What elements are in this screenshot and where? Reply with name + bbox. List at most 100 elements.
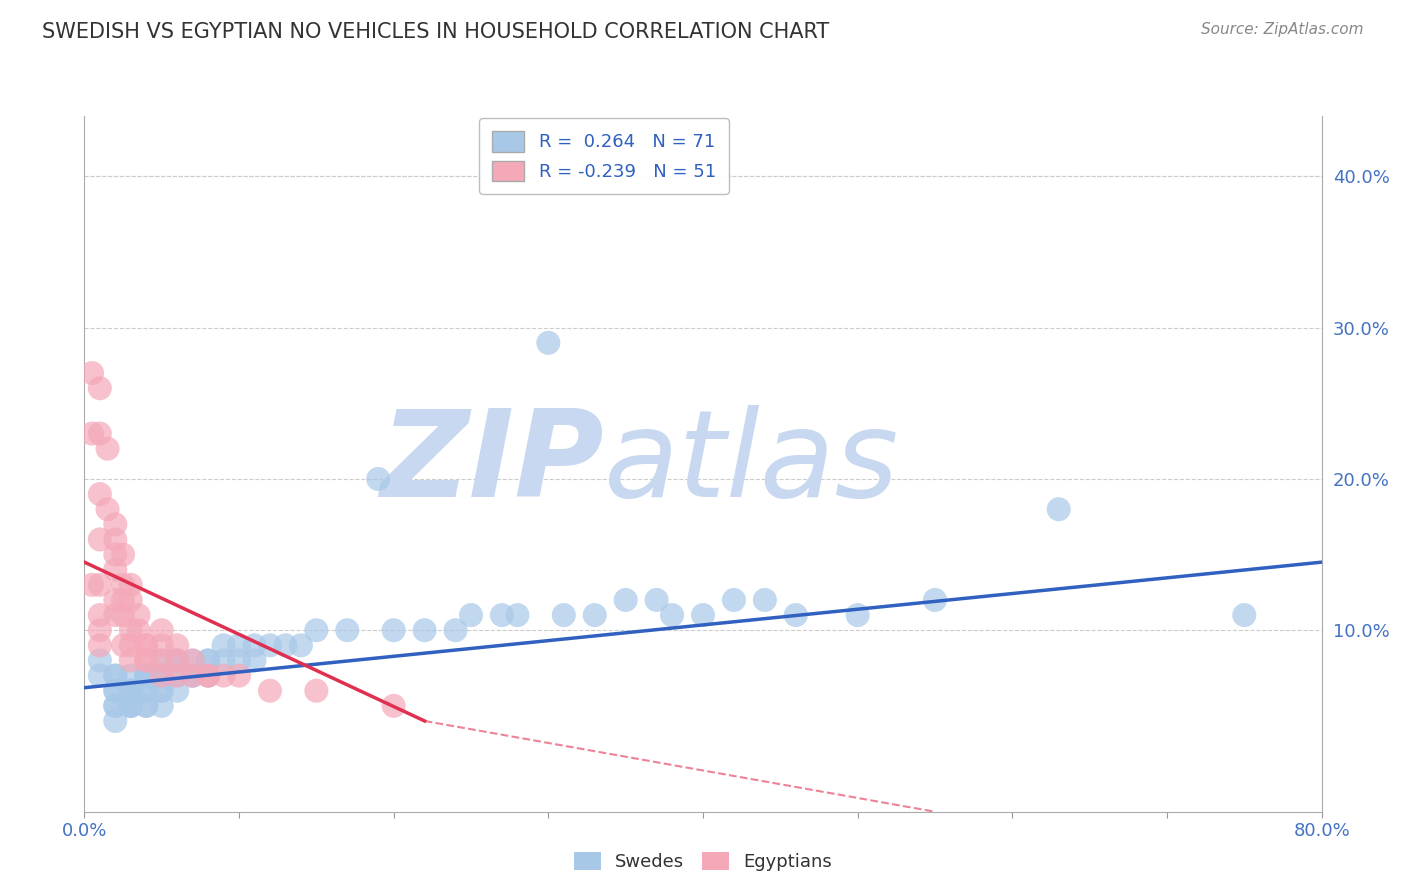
Point: [181, 668, 204, 682]
Point: [120, 698, 142, 713]
Point: [305, 683, 328, 698]
Point: [537, 335, 560, 350]
Point: [413, 624, 436, 638]
Point: [506, 608, 529, 623]
Point: [150, 668, 173, 682]
Point: [135, 638, 157, 652]
Point: [785, 608, 807, 623]
Point: [723, 593, 745, 607]
Point: [212, 668, 235, 682]
Point: [135, 653, 157, 667]
Point: [150, 683, 173, 698]
Point: [120, 653, 142, 667]
Point: [89, 533, 111, 547]
Point: [1233, 608, 1256, 623]
Point: [212, 638, 235, 652]
Point: [82, 578, 104, 592]
Point: [104, 517, 127, 532]
Point: [112, 548, 135, 562]
Point: [89, 487, 111, 501]
Point: [120, 638, 142, 652]
Point: [382, 698, 405, 713]
Point: [112, 593, 135, 607]
Point: [259, 638, 281, 652]
Point: [97, 442, 120, 456]
Point: [120, 593, 142, 607]
Point: [89, 624, 111, 638]
Point: [166, 668, 188, 682]
Point: [135, 683, 157, 698]
Point: [197, 668, 219, 682]
Legend: Swedes, Egyptians: Swedes, Egyptians: [567, 845, 839, 879]
Point: [150, 668, 173, 682]
Point: [82, 426, 104, 441]
Point: [104, 714, 127, 728]
Point: [120, 683, 142, 698]
Point: [135, 668, 157, 682]
Point: [104, 668, 127, 682]
Point: [166, 638, 188, 652]
Point: [89, 638, 111, 652]
Point: [166, 653, 188, 667]
Point: [491, 608, 513, 623]
Point: [97, 502, 120, 516]
Point: [150, 668, 173, 682]
Text: ZIP: ZIP: [380, 405, 605, 523]
Point: [150, 683, 173, 698]
Point: [197, 668, 219, 682]
Point: [120, 698, 142, 713]
Point: [89, 668, 111, 682]
Point: [259, 683, 281, 698]
Point: [228, 668, 250, 682]
Point: [382, 624, 405, 638]
Point: [135, 668, 157, 682]
Point: [228, 638, 250, 652]
Point: [166, 653, 188, 667]
Point: [197, 653, 219, 667]
Point: [150, 698, 173, 713]
Point: [305, 624, 328, 638]
Point: [274, 638, 297, 652]
Point: [128, 608, 150, 623]
Point: [128, 624, 150, 638]
Point: [166, 653, 188, 667]
Point: [120, 668, 142, 682]
Point: [89, 426, 111, 441]
Point: [104, 683, 127, 698]
Point: [181, 653, 204, 667]
Point: [754, 593, 776, 607]
Point: [197, 653, 219, 667]
Point: [120, 683, 142, 698]
Point: [104, 698, 127, 713]
Point: [367, 472, 389, 486]
Point: [645, 593, 668, 607]
Point: [846, 608, 869, 623]
Point: [112, 608, 135, 623]
Point: [290, 638, 312, 652]
Point: [120, 624, 142, 638]
Point: [120, 698, 142, 713]
Text: SWEDISH VS EGYPTIAN NO VEHICLES IN HOUSEHOLD CORRELATION CHART: SWEDISH VS EGYPTIAN NO VEHICLES IN HOUSE…: [42, 22, 830, 42]
Point: [692, 608, 714, 623]
Point: [82, 366, 104, 380]
Point: [614, 593, 637, 607]
Point: [120, 683, 142, 698]
Legend: R =  0.264   N = 71, R = -0.239   N = 51: R = 0.264 N = 71, R = -0.239 N = 51: [479, 118, 728, 194]
Point: [150, 638, 173, 652]
Point: [104, 548, 127, 562]
Point: [150, 653, 173, 667]
Point: [135, 668, 157, 682]
Point: [150, 624, 173, 638]
Point: [181, 668, 204, 682]
Point: [228, 653, 250, 667]
Point: [89, 653, 111, 667]
Point: [112, 638, 135, 652]
Point: [104, 533, 127, 547]
Point: [135, 698, 157, 713]
Point: [135, 653, 157, 667]
Point: [104, 668, 127, 682]
Point: [212, 653, 235, 667]
Text: Source: ZipAtlas.com: Source: ZipAtlas.com: [1201, 22, 1364, 37]
Point: [135, 683, 157, 698]
Point: [89, 578, 111, 592]
